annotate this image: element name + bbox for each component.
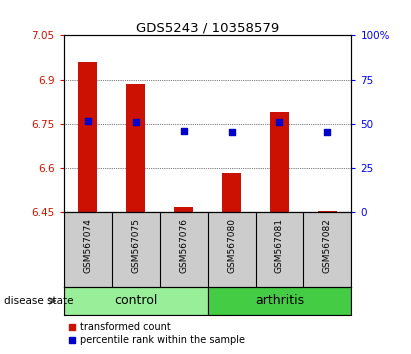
Bar — [126, 84, 145, 212]
Bar — [222, 173, 241, 212]
Point — [276, 120, 283, 125]
Bar — [208, 287, 351, 315]
Text: GSM567074: GSM567074 — [83, 218, 92, 273]
Bar — [270, 112, 289, 212]
Text: arthritis: arthritis — [255, 295, 304, 307]
Text: GSM567082: GSM567082 — [323, 218, 332, 273]
Text: GSM567081: GSM567081 — [275, 218, 284, 273]
Bar — [318, 211, 337, 212]
Legend: transformed count, percentile rank within the sample: transformed count, percentile rank withi… — [65, 319, 249, 349]
Point — [84, 118, 91, 124]
Text: control: control — [114, 295, 157, 307]
Bar — [64, 287, 208, 315]
Text: GSM567080: GSM567080 — [227, 218, 236, 273]
Bar — [174, 206, 193, 212]
Bar — [78, 62, 97, 212]
Title: GDS5243 / 10358579: GDS5243 / 10358579 — [136, 21, 279, 34]
Text: GSM567075: GSM567075 — [131, 218, 140, 273]
Point — [180, 129, 187, 134]
Point — [324, 129, 331, 135]
Point — [228, 129, 235, 135]
Text: GSM567076: GSM567076 — [179, 218, 188, 273]
Point — [132, 120, 139, 125]
Text: disease state: disease state — [4, 296, 74, 306]
